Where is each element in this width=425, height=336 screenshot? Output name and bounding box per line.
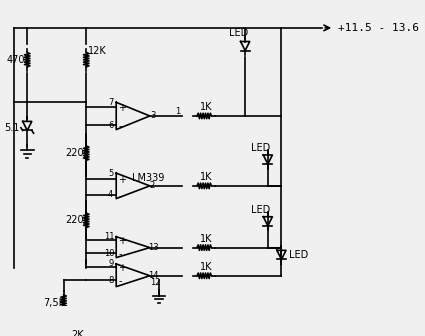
Text: 1K: 1K xyxy=(200,102,212,112)
Text: 10: 10 xyxy=(105,249,115,258)
Text: 470: 470 xyxy=(6,55,25,65)
Text: 8: 8 xyxy=(108,276,113,285)
Text: LM339: LM339 xyxy=(132,173,164,183)
Text: -: - xyxy=(118,249,122,259)
Text: 5.1: 5.1 xyxy=(5,123,20,133)
Text: 2: 2 xyxy=(150,181,155,191)
Text: 14: 14 xyxy=(148,271,159,280)
Text: 3: 3 xyxy=(150,112,155,120)
Text: +: + xyxy=(118,262,126,272)
Text: 5: 5 xyxy=(108,169,113,178)
Text: 11: 11 xyxy=(105,232,115,241)
Text: 12K: 12K xyxy=(88,46,107,55)
Text: 4: 4 xyxy=(108,191,113,200)
Text: +11.5 - 13.6: +11.5 - 13.6 xyxy=(338,23,419,33)
Text: -: - xyxy=(118,121,122,131)
Text: 7,5K: 7,5K xyxy=(44,298,65,308)
Text: LED: LED xyxy=(289,250,308,260)
Text: 13: 13 xyxy=(148,243,159,252)
Text: +: + xyxy=(118,236,126,246)
Text: LED: LED xyxy=(252,143,271,153)
Text: 220: 220 xyxy=(65,215,84,225)
Text: LED: LED xyxy=(252,205,271,215)
Text: -: - xyxy=(118,191,122,201)
Text: 6: 6 xyxy=(108,121,113,130)
Text: 1: 1 xyxy=(175,107,181,116)
Text: LED: LED xyxy=(229,28,248,38)
Text: +: + xyxy=(118,174,126,184)
Text: 1K: 1K xyxy=(200,234,212,244)
Text: 12: 12 xyxy=(150,278,160,287)
Text: 2K: 2K xyxy=(71,330,83,336)
Text: -: - xyxy=(118,276,122,286)
Text: 7: 7 xyxy=(108,98,113,107)
Text: 1K: 1K xyxy=(200,262,212,272)
Text: 220: 220 xyxy=(65,148,84,158)
Text: 9: 9 xyxy=(108,259,113,268)
Text: +: + xyxy=(118,103,126,113)
Text: 1K: 1K xyxy=(200,172,212,182)
